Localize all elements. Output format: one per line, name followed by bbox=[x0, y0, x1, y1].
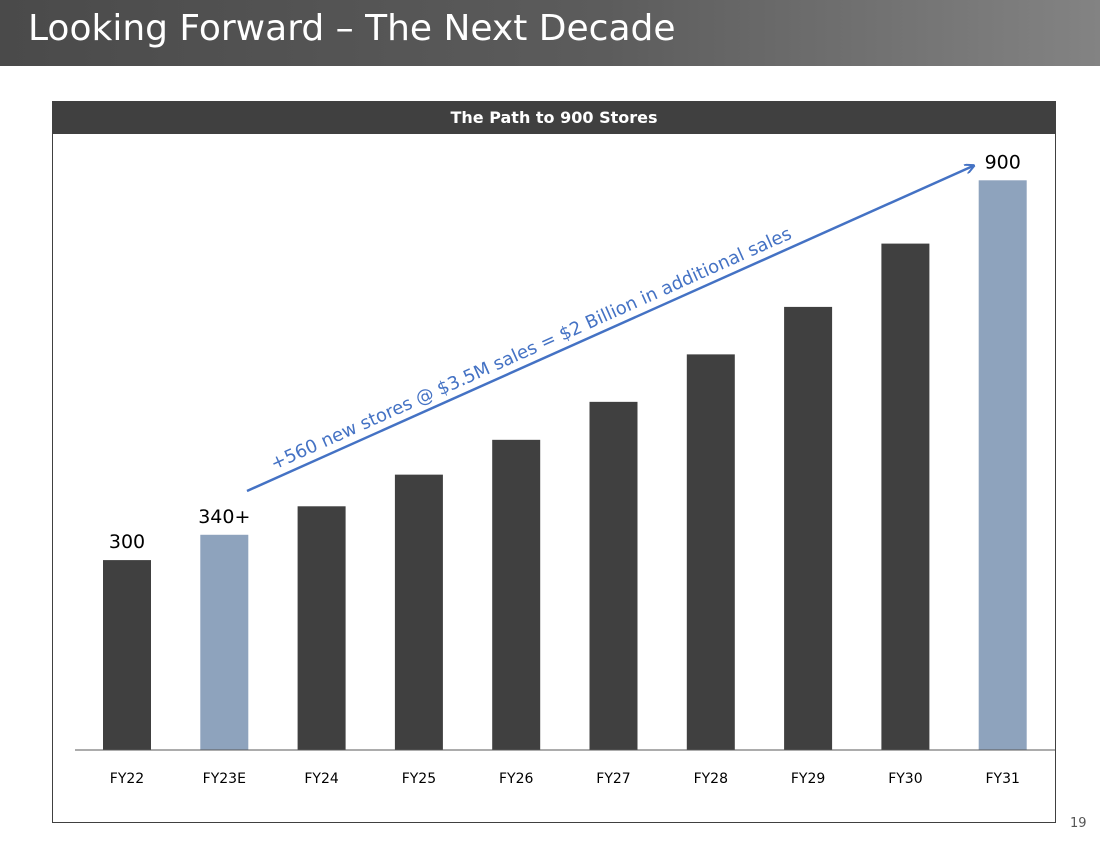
x-tick-label: FY24 bbox=[304, 771, 339, 787]
x-tick-label: FY30 bbox=[888, 771, 922, 787]
bar-fy28 bbox=[686, 354, 735, 750]
bar-fy30 bbox=[881, 243, 930, 750]
title-bar: Looking Forward – The Next Decade bbox=[0, 0, 1100, 66]
bar-fy26 bbox=[492, 439, 541, 750]
x-tick-label: FY31 bbox=[985, 771, 1019, 787]
bar-fy25 bbox=[394, 474, 443, 750]
x-tick-label: FY26 bbox=[499, 771, 534, 787]
slide-title: Looking Forward – The Next Decade bbox=[28, 8, 676, 49]
growth-arrow bbox=[246, 166, 973, 493]
x-tick-label: FY23E bbox=[203, 771, 246, 787]
bar-fy23e bbox=[200, 534, 249, 750]
x-tick-label: FY25 bbox=[402, 771, 436, 787]
data-label: 340+ bbox=[198, 506, 250, 528]
x-tick-label: FY22 bbox=[110, 771, 144, 787]
bar-fy22 bbox=[103, 560, 151, 750]
bar-fy24 bbox=[297, 506, 346, 750]
x-tick-label: FY29 bbox=[791, 771, 825, 787]
x-tick-label: FY27 bbox=[596, 771, 630, 787]
bar-fy31 bbox=[978, 180, 1027, 751]
chart-frame: The Path to 900 Stores FY22 300 FY23E 340+ F… bbox=[52, 101, 1056, 823]
data-label: 300 bbox=[109, 531, 145, 553]
bar-fy29 bbox=[784, 306, 833, 750]
bar-chart: FY22 300 FY23E 340+ FY24 FY25 FY26 FY27 FY28 FY29… bbox=[75, 151, 1055, 787]
bar-fy27 bbox=[589, 401, 638, 750]
x-tick-label: FY28 bbox=[694, 771, 728, 787]
data-label: 900 bbox=[985, 151, 1021, 173]
page-number: 19 bbox=[1070, 816, 1087, 831]
chart-title: The Path to 900 Stores bbox=[53, 102, 1055, 134]
